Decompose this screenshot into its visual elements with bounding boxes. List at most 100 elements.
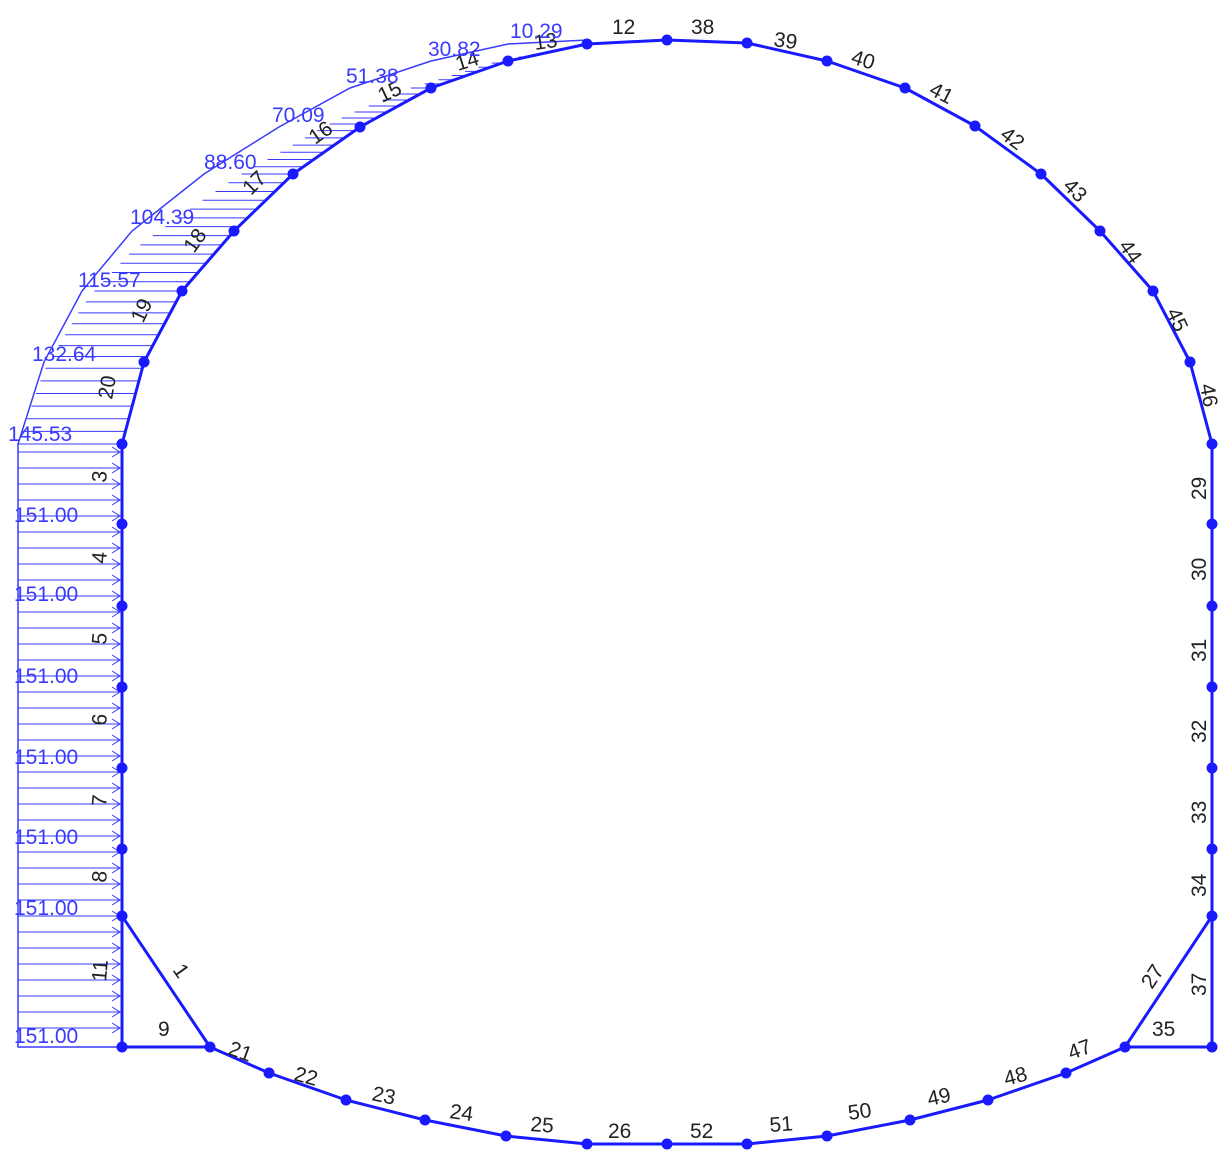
load-arrowhead [111,622,121,634]
load-value-label: 10.29 [510,20,563,43]
load-value-label: 151.00 [14,665,78,688]
element-label: 41 [926,78,957,109]
lining-node [425,82,437,94]
lining-node [904,1114,916,1126]
element-label: 32 [1188,720,1211,743]
load-arrowhead [111,878,121,890]
lining-node [1060,1067,1072,1079]
load-arrowhead [111,990,121,1002]
load-arrowhead [111,638,121,650]
lining-node [661,34,673,46]
load-arrowhead [111,974,121,986]
element-label: 4 [88,550,112,564]
element-label: 5 [88,632,112,646]
load-arrowhead [111,702,121,714]
lining-node [821,55,833,67]
load-arrowhead [111,542,121,554]
lining-node [581,38,593,50]
element-label: 33 [1188,801,1211,824]
lining-node [116,518,128,530]
lining-node [500,1130,512,1142]
load-arrowhead [111,526,121,538]
element-label: 23 [370,1082,398,1109]
lining-node [982,1094,994,1106]
load-arrowhead [111,494,121,506]
element-label: 18 [179,225,211,257]
load-arrowhead [111,1006,121,1018]
load-value-label: 151.00 [14,1025,78,1048]
load-arrowhead [111,606,121,618]
lining-node [263,1067,275,1079]
element-label: 26 [608,1120,631,1143]
element-label: 22 [292,1063,321,1091]
load-arrowhead [111,942,121,954]
lining-node [116,762,128,774]
lining-node [1206,910,1218,922]
lining-node [176,285,188,297]
element-label: 13 [532,29,558,55]
load-arrowhead [111,558,121,570]
load-arrowhead [111,734,121,746]
lining-node [116,843,128,855]
load-arrowhead [111,894,121,906]
element-label: 34 [1188,873,1211,897]
load-arrowhead [111,862,121,874]
load-arrowhead [111,670,121,682]
element-label: 19 [127,295,158,326]
lining-node [899,82,911,94]
element-label: 44 [1114,236,1146,269]
lining-node [1119,1041,1131,1053]
load-arrowhead [111,590,121,602]
element-label: 6 [88,713,112,727]
load-arrowhead [111,478,121,490]
element-label: 1 [168,960,194,983]
load-arrowhead [111,1022,121,1034]
lining-node [204,1041,216,1053]
lining-node [969,120,981,132]
lining-node [502,55,514,67]
element-label: 11 [88,959,113,983]
load-value-label: 70.09 [272,104,325,127]
element-label: 52 [690,1120,713,1143]
load-arrowhead [111,574,121,586]
element-label: 12 [612,16,635,39]
element-label: 7 [88,794,112,808]
element-label: 30 [1188,558,1211,581]
element-label: 31 [1188,639,1211,662]
lining-node [1206,843,1218,855]
lining-node [340,1094,352,1106]
load-envelope [17,39,588,1048]
load-value-label: 151.00 [14,583,78,606]
load-value-label: 151.00 [14,746,78,769]
load-arrowhead [111,750,121,762]
lining-structure [120,38,1214,1146]
element-label: 8 [88,870,112,884]
load-arrowhead [111,782,121,794]
element-label: 47 [1065,1035,1095,1065]
lining-outline [120,38,1214,1047]
element-label: 46 [1195,382,1222,409]
lining-node [661,1138,673,1150]
load-value-label: 151.00 [14,897,78,920]
load-arrowhead [111,958,121,970]
lining-node [1206,518,1218,530]
lining-node [1094,225,1106,237]
element-label: 24 [448,1100,475,1126]
lining-node [1147,285,1159,297]
load-arrowhead [111,446,121,458]
load-arrowhead [111,462,121,474]
load-value-label: 115.57 [78,269,141,292]
load-arrowhead [111,926,121,938]
element-label: 21 [225,1037,255,1067]
lining-node [228,225,240,237]
element-label: 29 [1188,477,1211,500]
lining-node [1035,168,1047,180]
element-label: 37 [1188,973,1211,996]
load-hatch [17,39,588,1048]
lining-node [1206,600,1218,612]
element-label: 20 [94,374,121,401]
element-label: 50 [846,1099,872,1125]
lining-node [1206,681,1218,693]
element-label: 39 [772,28,798,54]
